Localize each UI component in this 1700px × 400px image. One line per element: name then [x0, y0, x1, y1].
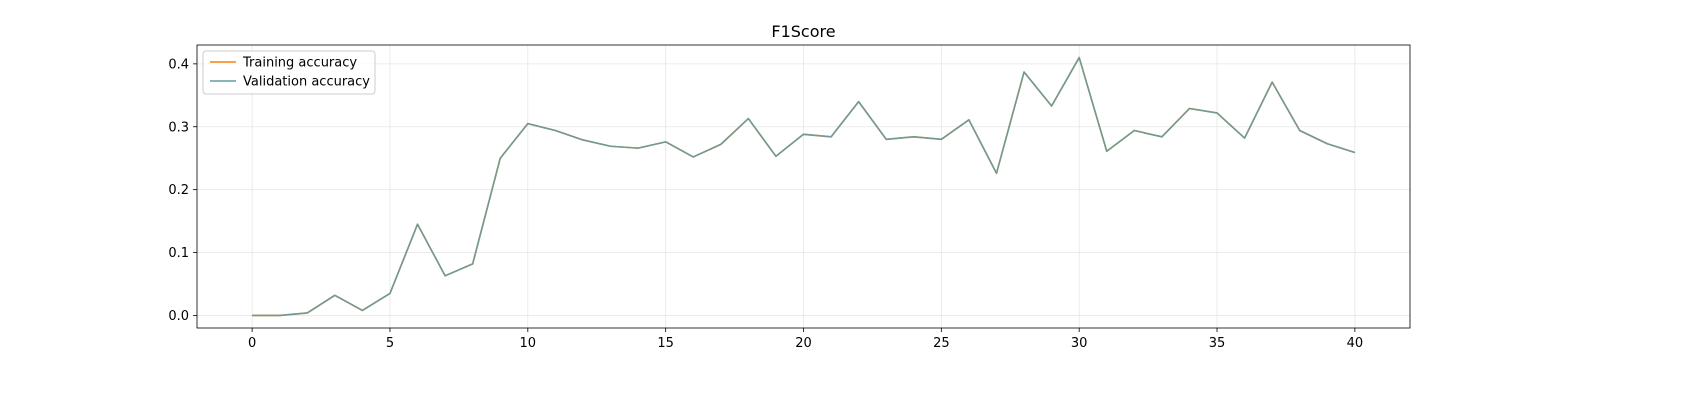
legend-label: Training accuracy: [242, 56, 357, 71]
y-tick-label: 0.2: [168, 183, 189, 198]
grid: [197, 45, 1410, 328]
x-tick-label: 0: [248, 336, 256, 351]
legend: Training accuracy Validation accuracy: [202, 50, 376, 95]
x-tick-label: 40: [1347, 336, 1364, 351]
y-tick-label: 0.0: [168, 309, 189, 324]
x-tick-label: 10: [520, 336, 537, 351]
y-axis: 0.0 0.1 0.2 0.3 0.4: [168, 57, 197, 324]
chart-title: F1Score: [771, 22, 835, 41]
x-tick-label: 5: [386, 336, 394, 351]
series-group: [252, 56, 1356, 317]
x-tick-label: 25: [933, 336, 950, 351]
x-tick-label: 30: [1071, 336, 1088, 351]
y-tick-label: 0.4: [168, 57, 189, 72]
x-axis: 0 5 10 15 20 25 30 35 40: [248, 328, 1363, 351]
legend-label: Validation accuracy: [243, 75, 370, 90]
x-tick-label: 20: [795, 336, 812, 351]
y-tick-label: 0.1: [168, 246, 189, 261]
x-tick-label: 15: [657, 336, 674, 351]
y-tick-label: 0.3: [168, 120, 189, 135]
x-tick-label: 35: [1209, 336, 1226, 351]
legend-box: [202, 50, 376, 95]
